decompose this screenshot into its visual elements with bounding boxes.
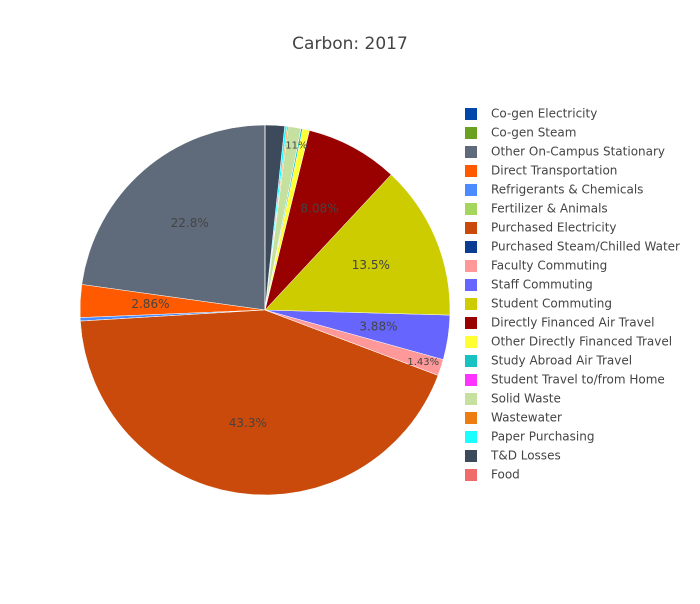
legend-label: Wastewater [491, 411, 562, 425]
pie-slice [264, 174, 451, 316]
legend-swatch [465, 146, 477, 158]
chart-title: Carbon: 2017 [292, 34, 408, 54]
legend-swatch [465, 279, 477, 291]
legend-swatch [465, 412, 477, 424]
legend-swatch [465, 108, 477, 120]
legend-swatch [465, 336, 477, 348]
legend-label: Co-gen Steam [491, 126, 576, 140]
legend-label: Student Commuting [491, 297, 612, 311]
legend-swatch [465, 184, 477, 196]
legend-label: Food [491, 468, 520, 482]
legend-swatch [465, 222, 477, 234]
legend-swatch [465, 165, 477, 177]
legend-swatch [465, 431, 477, 443]
legend-label: Other On-Campus Stationary [491, 145, 665, 159]
slice-label: 2.86% [131, 297, 169, 311]
legend-swatch [465, 374, 477, 386]
slice-label: 43.3% [229, 416, 267, 430]
legend-label: T&D Losses [490, 449, 561, 463]
slice-label: 8.08% [301, 202, 339, 216]
legend-label: Paper Purchasing [491, 430, 594, 444]
legend-label: Purchased Electricity [491, 221, 617, 235]
legend-label: Co-gen Electricity [491, 107, 597, 121]
legend-swatch [465, 450, 477, 462]
legend-swatch [465, 298, 477, 310]
legend-label: Faculty Commuting [491, 259, 607, 273]
legend-label: Directly Financed Air Travel [491, 316, 654, 330]
pie-slice [81, 124, 266, 311]
slice-label: 1.11% [276, 141, 308, 152]
slice-label: 1.43% [407, 357, 439, 368]
legend-swatch [465, 203, 477, 215]
legend-swatch [465, 317, 477, 329]
legend-label: Direct Transportation [491, 164, 617, 178]
legend-label: Other Directly Financed Travel [491, 335, 672, 349]
legend-label: Study Abroad Air Travel [491, 354, 632, 368]
legend-swatch [465, 241, 477, 253]
legend-label: Fertilizer & Animals [491, 202, 608, 216]
legend-label: Solid Waste [491, 392, 561, 406]
legend-swatch [465, 260, 477, 272]
legend-label: Student Travel to/from Home [491, 373, 665, 387]
legend-swatch [465, 393, 477, 405]
legend-label: Purchased Steam/Chilled Water [491, 240, 680, 254]
legend-label: Staff Commuting [491, 278, 593, 292]
legend-swatch [465, 355, 477, 367]
pie-slice [80, 309, 439, 496]
legend-label: Refrigerants & Chemicals [491, 183, 643, 197]
pie-slice [264, 130, 392, 311]
slice-label: 3.88% [359, 320, 397, 334]
legend-swatch [465, 469, 477, 481]
slice-label: 13.5% [352, 258, 390, 272]
legend-swatch [465, 127, 477, 139]
slice-label: 22.8% [171, 216, 209, 230]
